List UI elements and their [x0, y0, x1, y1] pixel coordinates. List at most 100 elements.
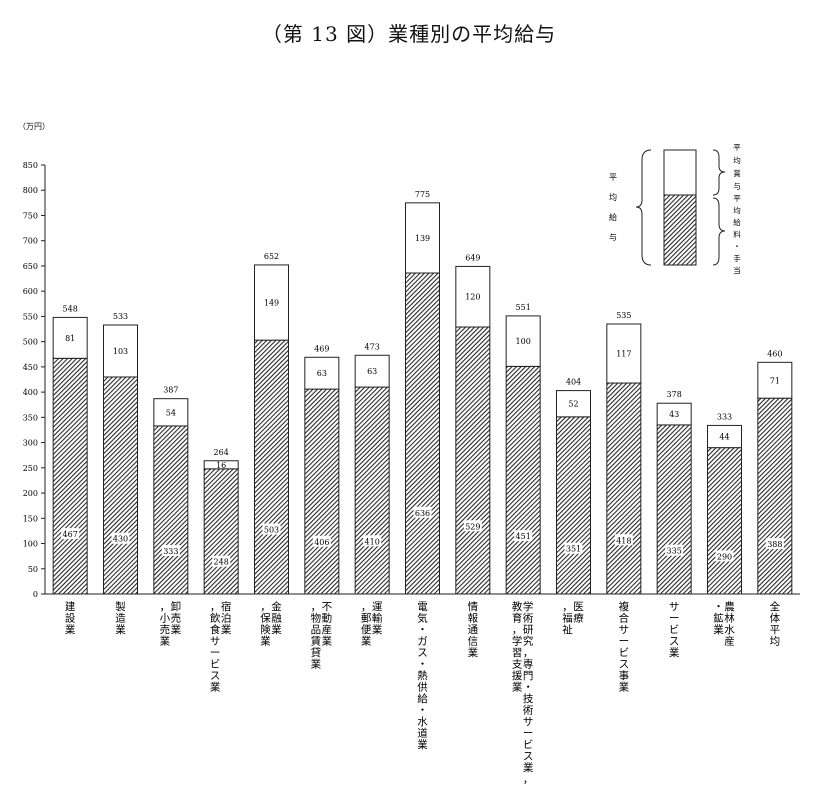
- bonus-value-label: 52: [568, 400, 578, 409]
- y-axis-unit: （万円）: [18, 122, 50, 131]
- bar-salary: [556, 416, 591, 595]
- category-label-char: 業: [260, 635, 271, 648]
- bar-salary: [304, 388, 340, 595]
- category-label-char: 平: [770, 624, 781, 636]
- category-label-char: 宿: [221, 600, 232, 613]
- category-label-char: 合: [619, 612, 630, 625]
- bar-bonus: [505, 315, 541, 367]
- category-label-char: 業: [221, 623, 232, 636]
- bar-bonus: [203, 460, 239, 470]
- category-label-char: ス: [523, 751, 534, 763]
- bar-salary: [103, 376, 138, 595]
- total-value-label: 469: [314, 344, 329, 353]
- legend-bonus-label: 平: [733, 143, 741, 152]
- legend-brace-left: [635, 149, 652, 266]
- category-label-char: 業: [65, 623, 76, 636]
- bonus-value-label: 54: [166, 408, 176, 417]
- category-label-char: 業: [512, 681, 523, 694]
- category-label-char: 業: [417, 738, 428, 751]
- salary-value-label: 451: [516, 532, 531, 541]
- category-label-char: 研: [523, 624, 534, 636]
- category-label-char: ，: [562, 601, 573, 613]
- salary-label-box: [111, 532, 130, 544]
- y-tick-label: 50: [28, 565, 38, 574]
- y-tick-label: 750: [23, 211, 38, 220]
- salary-label-box: [614, 534, 633, 546]
- bar-bonus: [556, 390, 591, 418]
- category-label-char: 業: [523, 761, 534, 774]
- legend-salary-label: 均: [733, 205, 741, 215]
- category-label-char: ・: [417, 659, 428, 671]
- category-label-char: ー: [210, 647, 221, 659]
- bar-salary: [505, 365, 541, 595]
- category-label-char: ・: [417, 705, 428, 717]
- salary-value-label: 467: [63, 530, 78, 539]
- total-value-label: 649: [465, 253, 480, 262]
- category-label-char: 業: [115, 623, 126, 636]
- total-value-label: 378: [667, 390, 682, 399]
- category-label-char: 水: [417, 716, 428, 728]
- category-label-char: サ: [210, 636, 221, 648]
- y-tick-label: 350: [23, 413, 38, 422]
- category-label-char: 造: [115, 612, 126, 625]
- category-label-char: 供: [417, 681, 428, 694]
- salary-value-label: 406: [314, 538, 329, 547]
- total-value-label: 775: [415, 190, 430, 199]
- category-label-char: 全: [770, 600, 781, 613]
- legend-group-label: 与: [609, 233, 617, 242]
- legend-brace-salary: [712, 197, 726, 266]
- category-label-char: 売: [160, 623, 171, 636]
- salary-label-box: [262, 523, 281, 535]
- legend-salary-label: 給: [733, 217, 741, 227]
- legend-bonus-swatch: [663, 149, 697, 196]
- chart-title: （第 13 図）業種別の平均給与: [261, 22, 557, 46]
- category-label-char: ー: [523, 728, 534, 740]
- bar-bonus: [757, 361, 793, 399]
- bar-bonus: [254, 264, 289, 341]
- category-label-char: 泊: [221, 613, 232, 625]
- total-value-label: 333: [717, 412, 732, 421]
- bar-salary: [757, 397, 793, 595]
- legend-group-label: 平: [609, 173, 617, 182]
- category-label-char: 支: [512, 659, 523, 671]
- y-tick-label: 200: [23, 489, 38, 498]
- bonus-value-label: 43: [669, 410, 679, 419]
- category-label-char: 業: [160, 635, 171, 648]
- bar-bonus: [656, 402, 692, 426]
- category-label-char: 飲: [210, 612, 221, 625]
- category-label-char: 育: [512, 612, 523, 625]
- category-label-char: 業: [713, 623, 724, 636]
- category-label-char: 林: [724, 612, 735, 625]
- bonus-value-label: 63: [317, 369, 327, 378]
- category-label-char: ス: [210, 670, 221, 682]
- category-label-char: ガ: [417, 636, 428, 648]
- bonus-value-label: 149: [264, 299, 279, 308]
- bonus-value-label: 81: [65, 334, 75, 343]
- category-label-char: 術: [523, 612, 534, 625]
- total-value-label: 473: [365, 342, 380, 351]
- category-label-char: 体: [770, 613, 781, 625]
- category-label-char: ビ: [210, 659, 221, 671]
- bar-bonus: [405, 202, 440, 274]
- total-value-label: 460: [767, 349, 782, 358]
- category-label-char: 業: [311, 658, 322, 671]
- legend-group-label: 給: [609, 212, 617, 222]
- total-value-label: 387: [163, 386, 178, 395]
- legend-salary-label: 当: [733, 265, 741, 275]
- category-label-char: 信: [468, 636, 479, 648]
- legend-salary-swatch: [663, 194, 697, 266]
- salary-label-box: [413, 506, 432, 518]
- y-tick-label: 0: [33, 590, 38, 599]
- category-label-char: 貸: [311, 646, 322, 659]
- legend-salary-label: ・: [733, 242, 741, 251]
- y-tick-label: 700: [23, 237, 38, 246]
- category-label-char: 輸: [372, 612, 383, 625]
- category-label-char: 給: [417, 692, 428, 705]
- category-label-char: 電: [417, 601, 428, 613]
- bonus-value-label: 44: [719, 433, 729, 442]
- y-tick-label: 650: [23, 262, 38, 271]
- category-label-char: ビ: [669, 624, 680, 636]
- category-label-char: 建: [65, 600, 76, 613]
- category-label-char: 習: [512, 647, 523, 659]
- bar-salary: [52, 357, 88, 595]
